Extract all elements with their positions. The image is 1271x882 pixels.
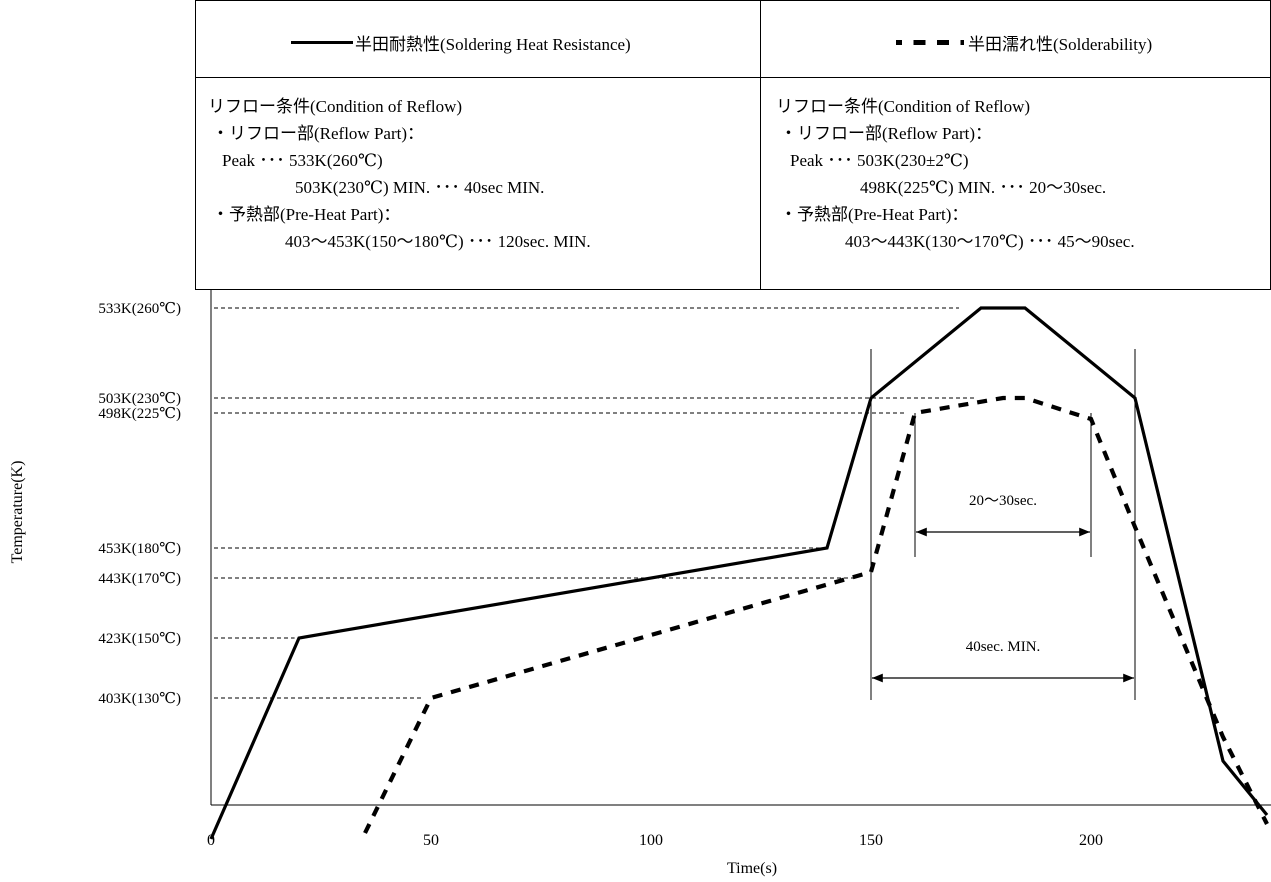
condition-peak: Peak ･･･ 503K(230±2℃) [790, 151, 969, 170]
reflow-condition-heat-resistance: リフロー条件(Condition of Reflow) ・リフロー部(Reflo… [208, 93, 591, 255]
condition-preheat-part: ・予熱部(Pre-Heat Part)： [212, 205, 401, 224]
x-axis-label: Time(s) [727, 860, 777, 877]
y-reference-label: 443K(170℃) [98, 571, 181, 587]
condition-min: 503K(230℃) MIN. ･･･ 40sec MIN. [295, 178, 545, 197]
legend-entry-heat-resistance: 半田耐熱性(Soldering Heat Resistance) [291, 29, 631, 55]
legend-solid-line-swatch [291, 40, 353, 44]
condition-preheat-part: ・予熱部(Pre-Heat Part)： [780, 205, 969, 224]
x-tick-label: 50 [423, 832, 439, 849]
span-label: 20～30sec. [969, 493, 1037, 509]
legend-label-heat-resistance: 半田耐熱性(Soldering Heat Resistance) [355, 34, 631, 54]
x-tick-label: 100 [639, 832, 663, 849]
legend-dashed-line-swatch [896, 39, 964, 45]
legend-entry-solderability: 半田濡れ性(Solderability) [896, 29, 1152, 55]
y-reference-label: 453K(180℃) [98, 541, 181, 557]
y-reference-label: 503K(230℃) [98, 391, 181, 407]
condition-min: 498K(225℃) MIN. ･･･ 20～30sec. [860, 178, 1107, 197]
condition-title: リフロー条件(Condition of Reflow) [776, 97, 1031, 116]
reflow-condition-solderability: リフロー条件(Condition of Reflow) ・リフロー部(Reflo… [776, 93, 1135, 255]
span-label: 40sec. MIN. [966, 639, 1041, 655]
condition-preheat: 403～443K(130～170℃) ･･･ 45～90sec. [845, 232, 1135, 251]
legend-panel: 半田耐熱性(Soldering Heat Resistance) 半田濡れ性(S… [195, 0, 1271, 290]
x-tick-label: 0 [207, 832, 215, 849]
condition-preheat: 403～453K(150～180℃) ･･･ 120sec. MIN. [285, 232, 591, 251]
condition-title: リフロー条件(Condition of Reflow) [208, 97, 463, 116]
y-reference-label: 498K(225℃) [98, 406, 181, 422]
condition-peak: Peak ･･･ 533K(260℃) [222, 151, 383, 170]
series-line-dashed [363, 395, 1269, 834]
x-tick-label: 150 [859, 832, 883, 849]
legend-divider-horizontal [196, 77, 1271, 78]
legend-divider-vertical [760, 1, 761, 290]
y-axis-label: Temperature(K) [9, 461, 26, 564]
y-reference-label: 423K(150℃) [98, 631, 181, 647]
legend-label-solderability: 半田濡れ性(Solderability) [968, 34, 1153, 54]
x-tick-label: 200 [1079, 832, 1103, 849]
series-line-solid [209, 306, 1269, 840]
y-reference-label: 533K(260℃) [98, 301, 181, 317]
y-reference-label: 403K(130℃) [98, 691, 181, 707]
condition-reflow-part: ・リフロー部(Reflow Part)： [780, 124, 993, 143]
condition-reflow-part: ・リフロー部(Reflow Part)： [212, 124, 425, 143]
